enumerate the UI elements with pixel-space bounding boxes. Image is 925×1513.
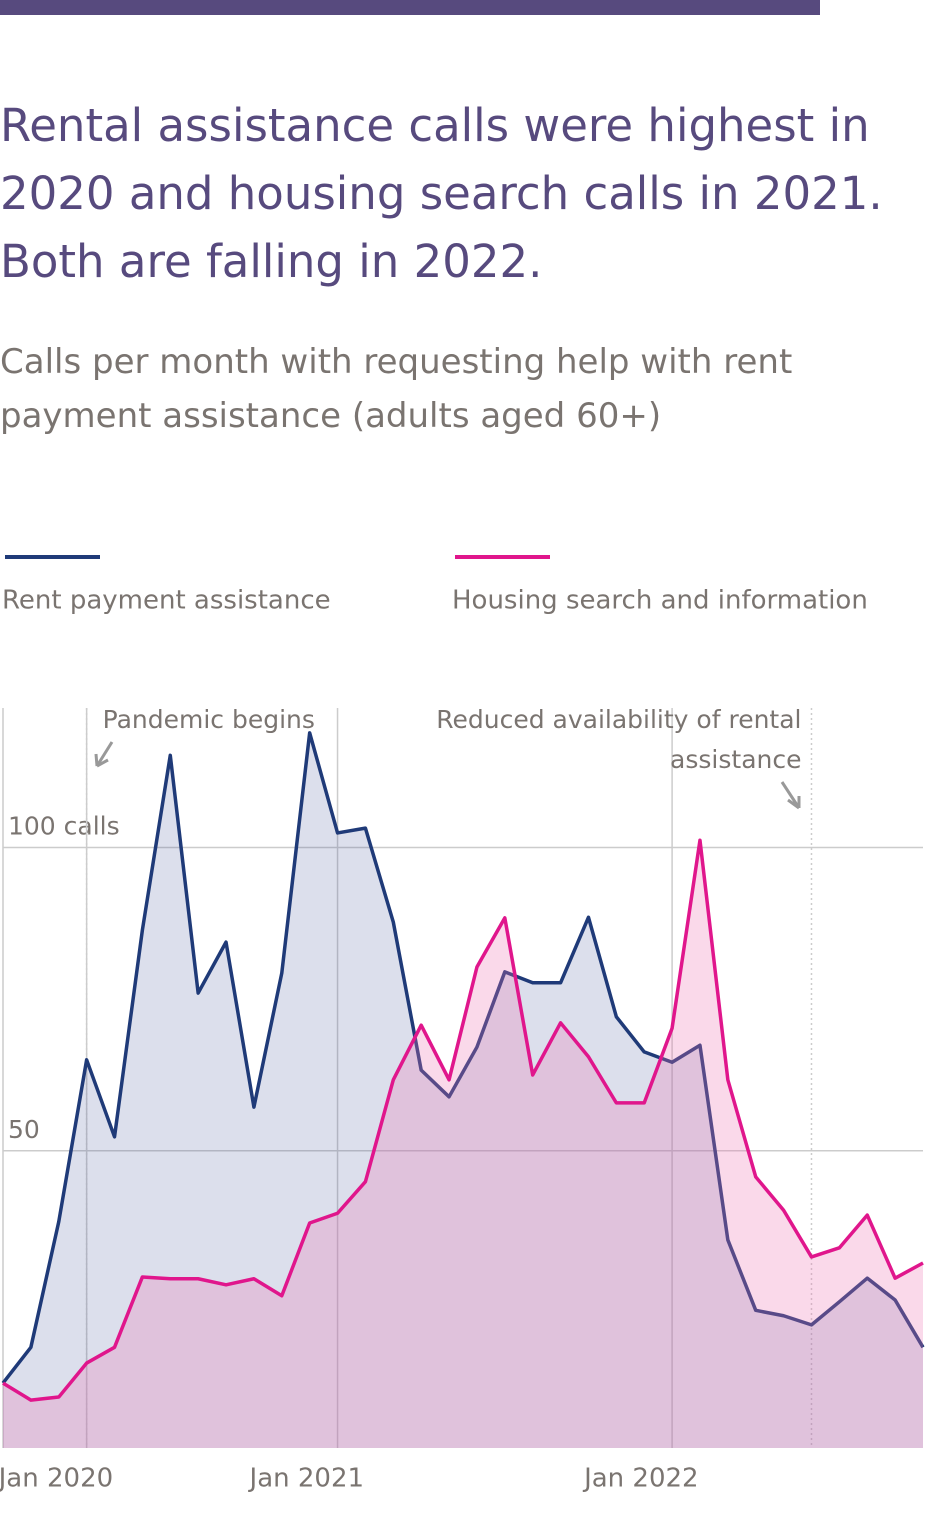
annotation: Pandemic begins: [102, 705, 315, 734]
x-tick-label: Jan 2020: [0, 1464, 113, 1494]
legend-label: Rent payment assistance: [2, 586, 331, 616]
arrow: [780, 781, 801, 810]
annotation: Reduced availability of rental assistanc…: [436, 705, 802, 774]
x-tick-label: Jan 2021: [248, 1464, 365, 1494]
y-tick-label: 50: [8, 1115, 40, 1144]
legend-label: Housing search and information: [452, 586, 868, 616]
arrow: [94, 741, 114, 768]
chart-subtitle: Calls per month with requesting help wit…: [0, 342, 793, 436]
line: [1, 731, 925, 1385]
y-tick-label: 100 calls: [8, 812, 120, 841]
area: [3, 732, 923, 1448]
area: [3, 840, 923, 1448]
x-tick-label: Jan 2022: [582, 1464, 699, 1494]
chart-title: Rental assistance calls were highest in …: [0, 99, 883, 288]
line: [2, 838, 924, 1402]
top-bar: [0, 0, 820, 15]
